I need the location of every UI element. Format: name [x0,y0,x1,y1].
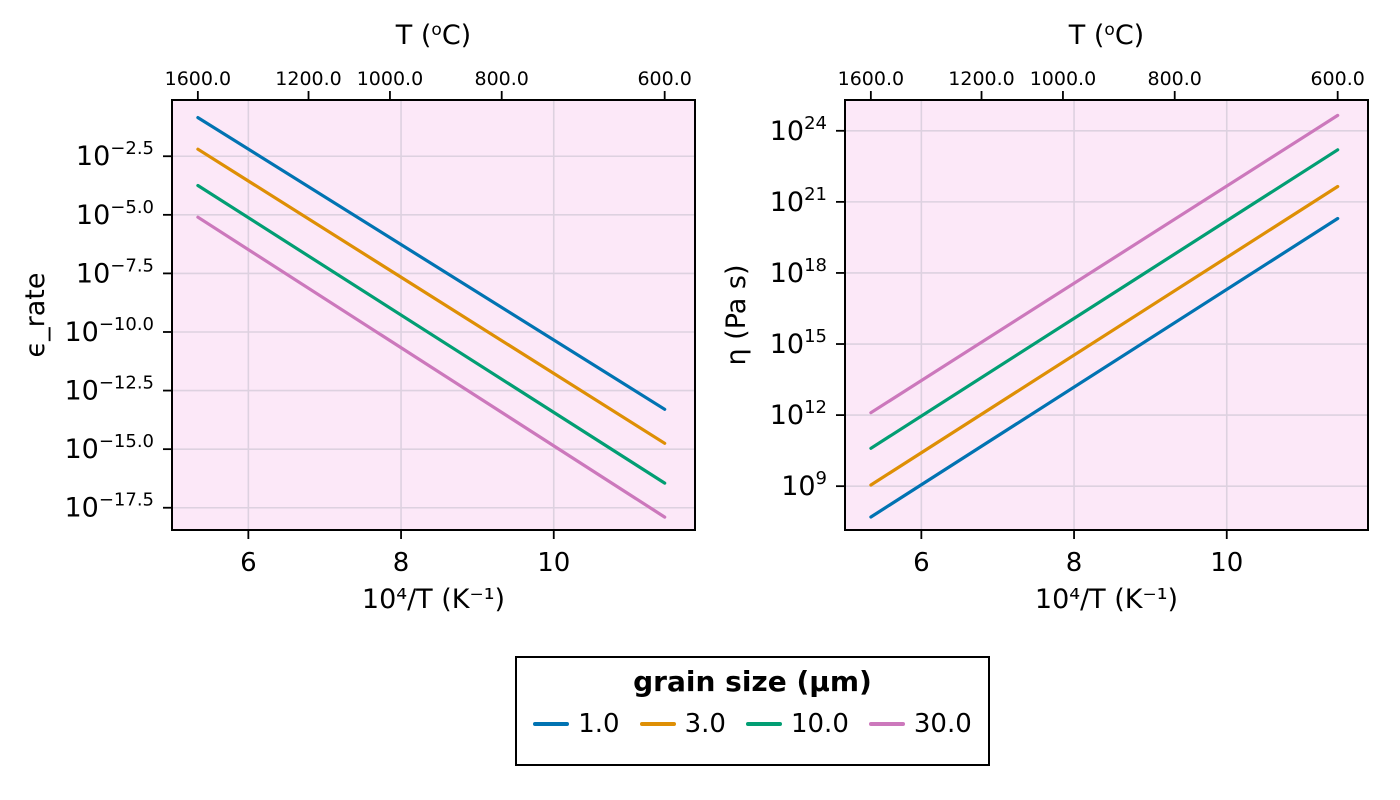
y-tick-label: 1012 [770,397,827,431]
y-tick-label: 10−10.0 [64,314,154,348]
x-axis-label: 10⁴/T (K⁻¹) [362,584,505,615]
top-axis-title: T (oC) [1068,20,1144,51]
top-tick-label: 600.0 [637,68,691,90]
top-tick-label: 600.0 [1310,68,1364,90]
legend-swatch-line [868,722,905,727]
top-tick-label: 1600.0 [838,68,904,90]
y-axis-label: ϵ_rate [20,273,51,358]
legend-entry-3.0: 3.0 [639,709,726,740]
panel-strain-rate: 6 8 10 1600.0 1200.0 1000.0 800.0 600.0 10−2.5 10… [20,20,696,615]
y-tick-label: 10−17.5 [64,490,154,524]
legend-entry-10.0: 10.0 [745,709,849,740]
y-tick-label: 1015 [770,326,827,360]
top-tick-label: 1200.0 [948,68,1014,90]
plot-area [172,100,695,530]
y-tick-label: 10−7.5 [76,255,154,289]
y-tick-label: 1024 [770,113,827,147]
top-tick-label: 1000.0 [357,68,423,90]
series-line-1.0 [869,216,1340,519]
legend-swatch-line [639,722,676,727]
top-tick-label: 800.0 [1148,68,1202,90]
top-tick-label: 1200.0 [275,68,341,90]
top-tick-label: 1000.0 [1030,68,1096,90]
top-tick-label: 800.0 [475,68,529,90]
y-tick-label: 10−2.5 [76,138,154,172]
y-tick-label: 10−12.5 [64,373,154,407]
legend-entry-30.0: 30.0 [868,709,972,740]
legend-entry-label: 10.0 [790,709,849,740]
panel-viscosity: 6 8 10 1600.0 1200.0 1000.0 800.0 600.0 109 1012 1… [721,20,1369,615]
y-tick-label: 1021 [770,184,827,218]
x-tick-label: 6 [913,548,930,578]
series-line-3.0 [869,184,1340,487]
series-line-30.0 [869,113,1340,415]
top-tick-label: 1600.0 [165,68,231,90]
y-tick-label: 10−5.0 [76,197,154,231]
y-tick-label: 10−15.0 [64,431,154,465]
series-line-10.0 [196,183,667,485]
legend-title: grain size (µm) [633,665,872,698]
legend-swatch-line [533,722,570,727]
x-tick-label: 8 [1066,548,1083,578]
y-tick-label: 109 [781,468,827,502]
top-axis-title: T (oC) [395,20,471,51]
x-tick-label: 10 [1210,548,1243,578]
legend: grain size (µm) 1.0 3.0 10.0 30.0 [515,656,990,766]
legend-entry-1.0: 1.0 [533,709,620,740]
y-axis-label: η (Pa s) [721,264,752,365]
y-tick-label: 1018 [770,255,827,289]
legend-entry-label: 1.0 [578,709,620,740]
x-axis-label: 10⁴/T (K⁻¹) [1035,584,1178,615]
axes-border [844,99,1369,531]
legend-entry-label: 30.0 [913,709,972,740]
legend-swatch-line [745,722,782,727]
charts-canvas: 6 8 10 1600.0 1200.0 1000.0 800.0 600.0 10−2.5 10… [20,20,1369,615]
series-line-3.0 [196,147,667,445]
legend-entries: 1.0 3.0 10.0 30.0 [517,709,988,739]
series-line-1.0 [196,116,667,411]
series-line-10.0 [869,148,1340,450]
axes-border [171,99,696,531]
plot-area [845,100,1368,530]
series-line-30.0 [196,215,667,519]
legend-entry-label: 3.0 [684,709,726,740]
x-tick-label: 6 [240,548,257,578]
x-tick-label: 8 [393,548,410,578]
x-tick-label: 10 [537,548,570,578]
